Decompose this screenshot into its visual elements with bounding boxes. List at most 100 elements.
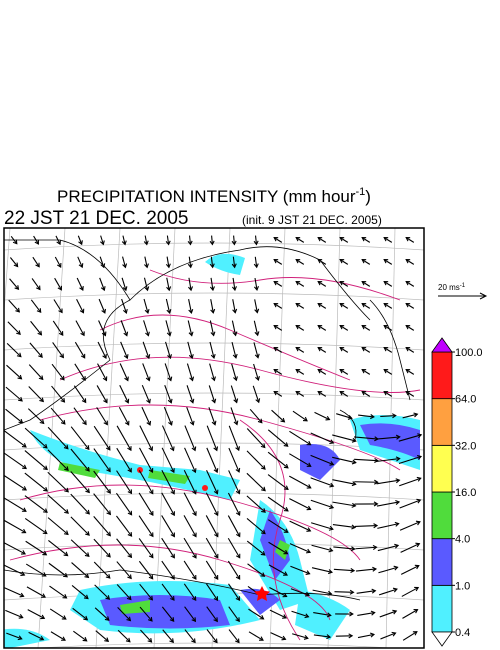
wind-vector xyxy=(161,606,175,622)
vector-head xyxy=(395,434,401,440)
vector-head xyxy=(273,369,279,374)
wind-vector xyxy=(94,607,110,621)
vector-head xyxy=(210,353,216,360)
vector-head xyxy=(416,455,423,460)
vector-head xyxy=(56,262,62,268)
vector-head xyxy=(374,457,379,464)
wind-vector xyxy=(206,629,218,644)
vector-shaft xyxy=(333,568,355,572)
vector-head xyxy=(101,308,107,314)
vector-head xyxy=(105,595,111,600)
vector-shaft xyxy=(354,436,378,440)
vector-shaft xyxy=(188,235,192,245)
vector-shaft xyxy=(70,539,90,557)
vector-head xyxy=(63,444,69,450)
vector-head xyxy=(18,614,24,619)
wind-vector xyxy=(161,537,175,559)
vector-shaft xyxy=(52,342,64,358)
vector-head xyxy=(254,331,260,337)
vector-shaft xyxy=(380,632,396,640)
vector-head xyxy=(372,566,378,572)
wind-vector xyxy=(339,303,349,309)
vector-head xyxy=(127,574,132,580)
vector-shaft xyxy=(187,320,193,336)
vector-head xyxy=(235,532,241,538)
wind-vector xyxy=(290,565,311,575)
wind-vector xyxy=(139,583,154,601)
vector-head xyxy=(351,502,357,508)
vector-head xyxy=(231,286,237,292)
vector-head xyxy=(254,353,260,359)
vector-head xyxy=(148,553,154,559)
vector-head xyxy=(259,615,265,620)
title-close: ) xyxy=(365,187,371,206)
vector-head xyxy=(361,237,367,242)
wind-vector xyxy=(70,539,90,558)
wind-vector xyxy=(10,235,18,245)
vector-head xyxy=(383,347,389,352)
vector-shaft xyxy=(267,474,289,490)
wind-vector xyxy=(30,299,42,314)
vector-shaft xyxy=(228,425,240,451)
wind-vector xyxy=(187,256,193,269)
wind-vector xyxy=(253,256,259,269)
vector-head xyxy=(317,259,323,264)
vector-head xyxy=(213,575,219,580)
wind-vector xyxy=(332,434,357,443)
wind-vector xyxy=(186,363,195,382)
wind-vector xyxy=(26,586,46,598)
wind-vector xyxy=(289,520,312,532)
wind-vector xyxy=(273,237,283,243)
vector-shaft xyxy=(292,410,308,422)
vector-shaft xyxy=(312,589,332,595)
wind-vector xyxy=(361,259,371,265)
wind-vector xyxy=(230,407,239,426)
vector-head xyxy=(317,391,323,396)
vector-shaft xyxy=(208,385,216,403)
vector-shaft xyxy=(116,584,132,600)
vector-shaft xyxy=(253,363,259,381)
vector-shaft xyxy=(254,277,258,291)
vector-head xyxy=(170,511,175,517)
vector-head xyxy=(295,325,301,330)
vector-head xyxy=(167,376,173,382)
vector-shaft xyxy=(310,454,334,466)
vector-shaft xyxy=(246,540,266,556)
vector-shaft xyxy=(273,303,283,309)
vector-shaft xyxy=(339,259,349,265)
vector-head xyxy=(317,369,323,374)
wind-vector xyxy=(317,391,327,397)
vector-head xyxy=(127,510,133,516)
vector-shaft xyxy=(405,391,415,397)
vector-shaft xyxy=(231,320,237,336)
vector-head xyxy=(213,511,219,517)
vector-shaft xyxy=(336,413,352,419)
vector-shaft xyxy=(184,425,196,451)
wind-vector xyxy=(73,630,88,642)
wind-vector xyxy=(209,341,216,360)
wind-vector xyxy=(186,407,195,426)
wind-vector xyxy=(70,516,90,536)
wind-vector xyxy=(183,583,197,602)
vector-shaft xyxy=(254,256,258,268)
vector-head xyxy=(235,596,241,602)
map xyxy=(3,227,425,649)
vector-head xyxy=(232,308,238,314)
wind-vector xyxy=(47,517,69,536)
vector-head xyxy=(42,529,48,535)
vector-shaft xyxy=(400,543,420,553)
wind-vector xyxy=(29,342,43,358)
wind-vector xyxy=(163,406,173,426)
wind-vector xyxy=(246,540,266,556)
wind-vector xyxy=(270,632,287,641)
vector-head xyxy=(170,553,175,559)
meridian xyxy=(327,228,341,648)
vector-head xyxy=(170,596,175,601)
vector-shaft xyxy=(383,303,393,309)
vector-head xyxy=(416,498,422,504)
vector-head xyxy=(283,528,289,533)
vector-head xyxy=(415,520,421,526)
vector-head xyxy=(283,485,289,491)
vector-shaft xyxy=(6,632,22,640)
wind-vector xyxy=(273,391,283,397)
